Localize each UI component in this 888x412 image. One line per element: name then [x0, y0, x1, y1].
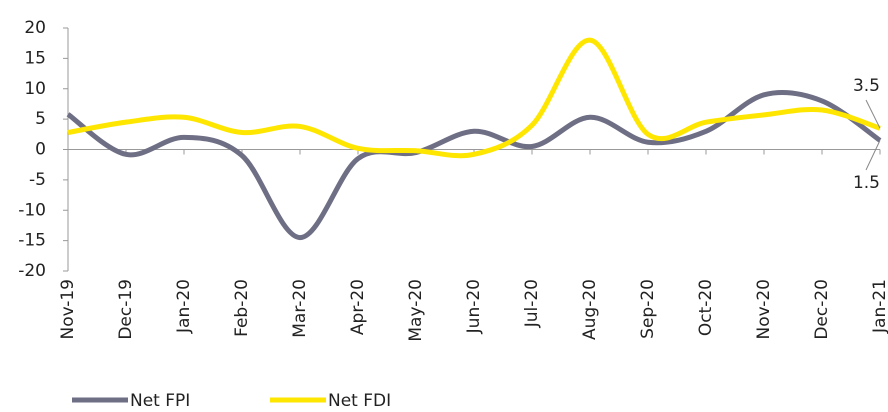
- data-label: 3.5: [853, 76, 880, 96]
- y-tick-label: 0: [35, 140, 46, 160]
- x-tick-label: Aug-20: [580, 279, 600, 340]
- x-tick-label: Jun-20: [464, 279, 484, 334]
- series-line: [66, 90, 882, 241]
- y-tick-label: 10: [24, 79, 46, 99]
- x-tick-label: Feb-20: [232, 279, 252, 337]
- legend-label: Net FPI: [130, 391, 190, 411]
- y-tick-label: -10: [18, 200, 46, 220]
- y-tick-label: -5: [29, 170, 46, 190]
- x-tick-label: Sep-20: [638, 279, 658, 339]
- x-tick-label: Oct-20: [696, 279, 716, 336]
- y-tick-label: 20: [24, 18, 46, 38]
- y-tick-label: 15: [24, 48, 46, 68]
- x-tick-label: Dec-20: [812, 279, 832, 340]
- x-tick-label: Jan-21: [870, 279, 888, 334]
- x-tick-label: May-20: [406, 279, 426, 342]
- x-tick-label: Apr-20: [348, 279, 368, 335]
- data-label: 1.5: [853, 173, 880, 193]
- x-tick-label: Mar-20: [290, 279, 310, 338]
- x-tick-label: Nov-19: [58, 279, 78, 340]
- y-tick-label: -20: [18, 261, 46, 281]
- x-tick-label: Jul-20: [522, 279, 542, 328]
- x-tick-label: Jan-20: [174, 279, 194, 334]
- y-tick-label: 5: [35, 109, 46, 129]
- series-line: [67, 37, 881, 159]
- leader-line: [865, 99, 881, 129]
- legend-label: Net FDI: [328, 391, 391, 411]
- x-tick-label: Nov-20: [754, 279, 774, 340]
- x-tick-label: Dec-19: [116, 279, 136, 340]
- y-tick-label: -15: [18, 231, 46, 251]
- leader-line: [865, 140, 881, 171]
